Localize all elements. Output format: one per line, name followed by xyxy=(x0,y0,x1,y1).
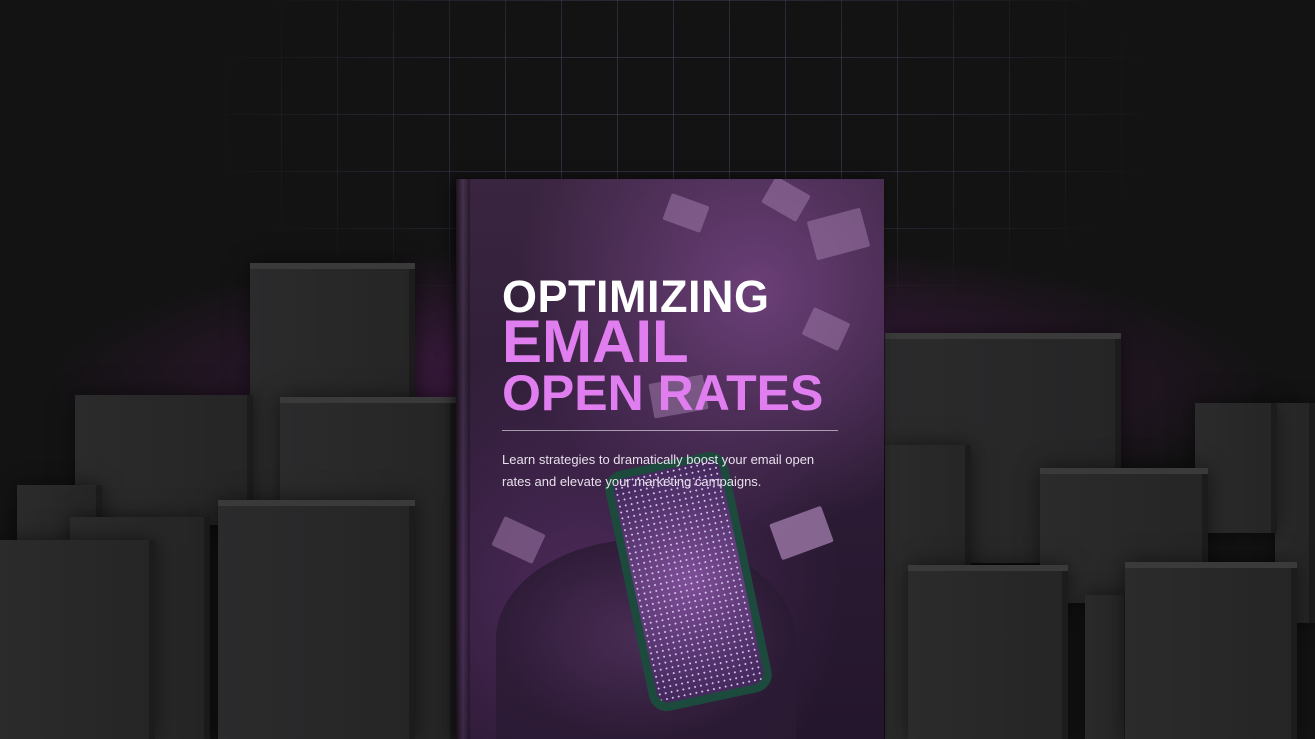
block xyxy=(908,565,1068,739)
divider xyxy=(502,430,838,431)
block xyxy=(1125,562,1297,739)
book-spine xyxy=(456,179,470,739)
envelope-icon xyxy=(761,179,811,222)
envelope-icon xyxy=(801,306,851,352)
book-description: Learn strategies to dramatically boost y… xyxy=(502,452,815,489)
title-line-2: EMAIL xyxy=(502,308,689,375)
block xyxy=(0,540,155,739)
block xyxy=(218,500,415,739)
title-line-1: OPTIMIZING xyxy=(502,271,770,322)
envelope-icon xyxy=(662,193,710,233)
envelope-icon xyxy=(806,207,871,261)
envelope-icon xyxy=(769,505,834,561)
title-line-3: OPEN RATES xyxy=(502,365,824,421)
block xyxy=(1195,403,1277,533)
book-cover: OPTIMIZING EMAIL OPEN RATES Learn strate… xyxy=(456,179,884,739)
envelope-icon xyxy=(491,515,546,565)
block xyxy=(1085,595,1130,739)
